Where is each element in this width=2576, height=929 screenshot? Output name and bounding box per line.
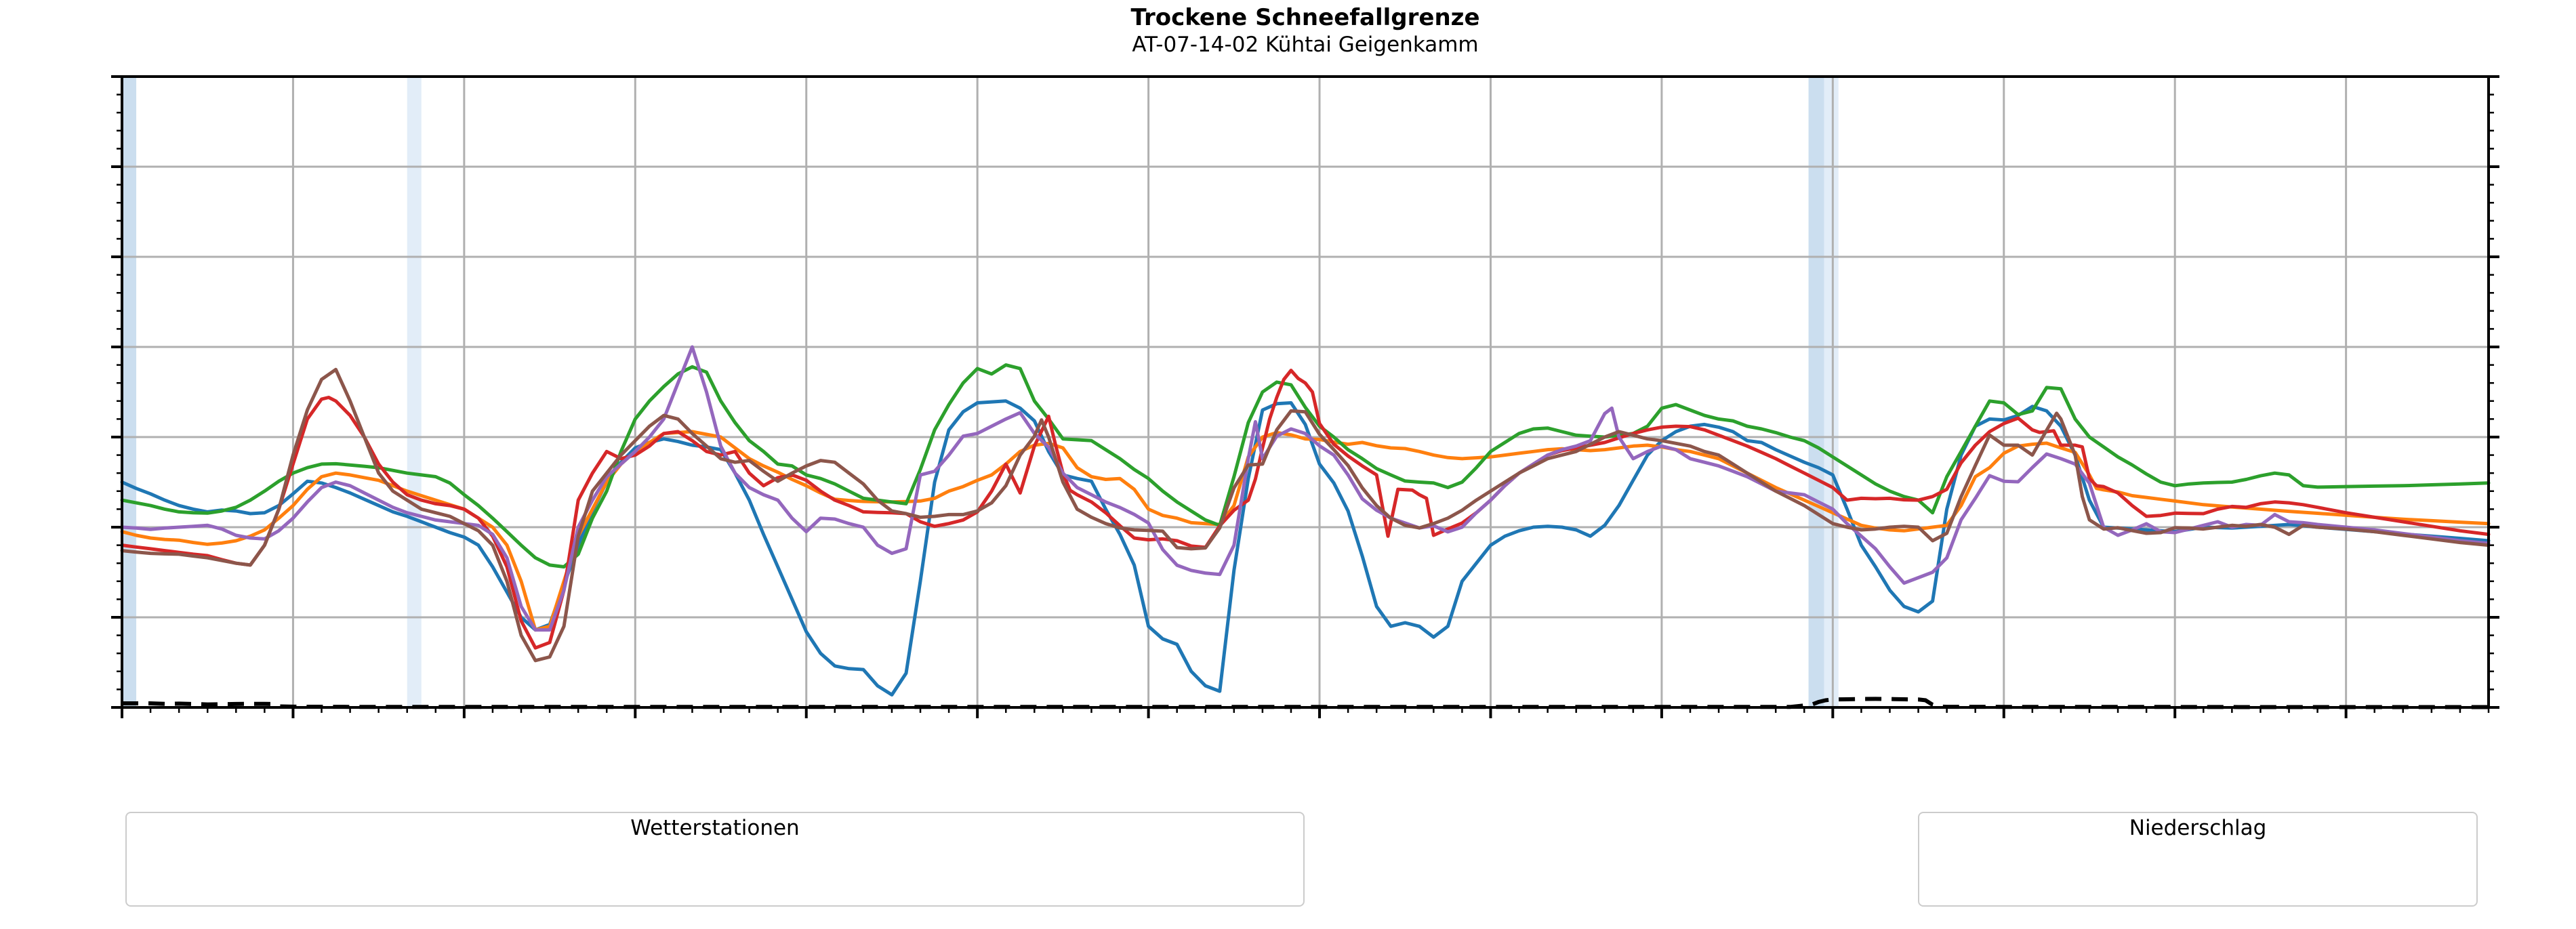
plot-border <box>121 75 2490 709</box>
series-line-4 <box>120 345 2491 632</box>
precip-dashed-line <box>122 697 2489 709</box>
series-line-1 <box>120 430 2491 632</box>
chart-title: Trockene Schneefallgrenze <box>1130 4 1480 31</box>
precip-band <box>122 77 137 707</box>
series-line-3 <box>120 369 2491 650</box>
series-line-5 <box>120 367 2491 663</box>
precip-band <box>1808 77 1824 707</box>
precip-band <box>1824 77 1839 707</box>
legend-stations-title: Wetterstationen <box>630 816 800 840</box>
legend-precipitation: Niederschlag <box>1918 812 2478 907</box>
legend-precipitation-title: Niederschlag <box>2129 816 2267 840</box>
legend-stations: Wetterstationen <box>125 812 1305 907</box>
series-line-2 <box>120 363 2491 569</box>
precip-band <box>407 77 422 707</box>
chart-subtitle: AT-07-14-02 Kühtai Geigenkamm <box>1132 33 1479 57</box>
series-line-0 <box>120 399 2491 697</box>
